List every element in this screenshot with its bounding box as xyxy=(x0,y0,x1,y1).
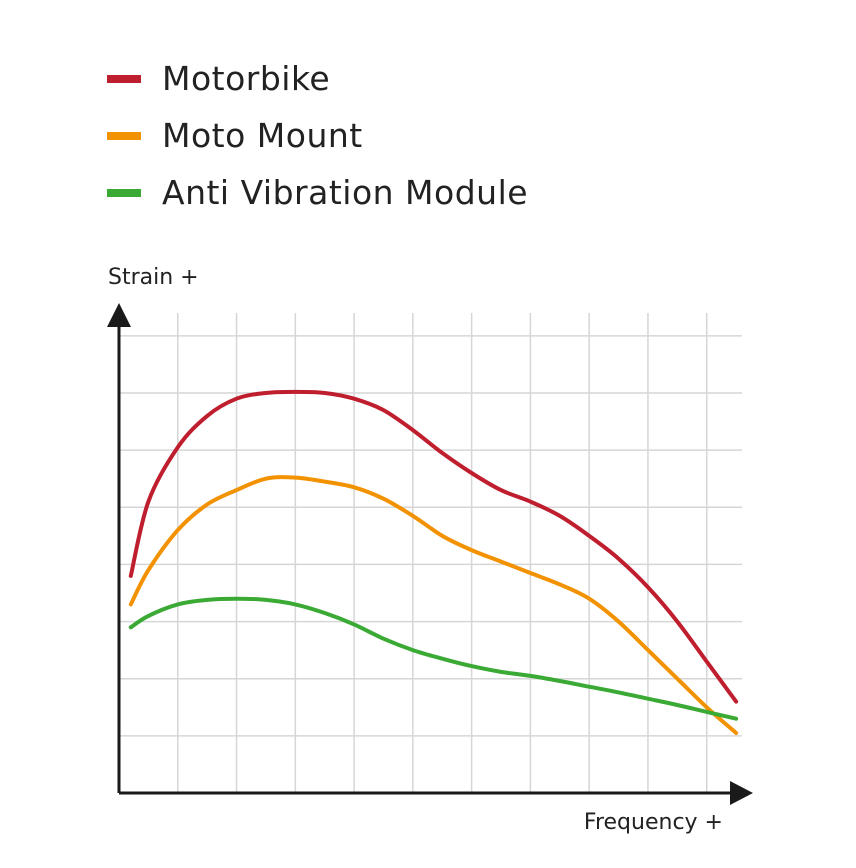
legend-item-anti-vibration-module: Anti Vibration Module xyxy=(107,164,528,221)
legend-swatch-anti-vibration-module xyxy=(107,188,141,197)
chart-series xyxy=(128,389,739,735)
series-line-motorbike xyxy=(128,389,739,704)
chart-grid xyxy=(119,313,742,793)
x-axis-arrow xyxy=(730,781,753,805)
legend-item-motorbike: Motorbike xyxy=(107,50,528,107)
x-axis-label: Frequency + xyxy=(584,810,723,835)
series-line-moto-mount xyxy=(128,475,739,735)
legend-label-motorbike: Motorbike xyxy=(162,59,331,98)
legend-swatch-moto-mount xyxy=(107,131,141,140)
legend-swatch-motorbike xyxy=(107,74,141,83)
y-axis-label: Strain + xyxy=(108,265,199,290)
y-axis-arrow xyxy=(107,303,131,327)
legend-item-moto-mount: Moto Mount xyxy=(107,107,528,164)
legend-label-moto-mount: Moto Mount xyxy=(162,116,363,155)
legend-label-anti-vibration-module: Anti Vibration Module xyxy=(162,173,529,212)
series-line-anti-vibration-module xyxy=(128,596,739,721)
chart-axes xyxy=(107,303,753,805)
chart-legend: Motorbike Moto Mount Anti Vibration Modu… xyxy=(107,50,528,221)
